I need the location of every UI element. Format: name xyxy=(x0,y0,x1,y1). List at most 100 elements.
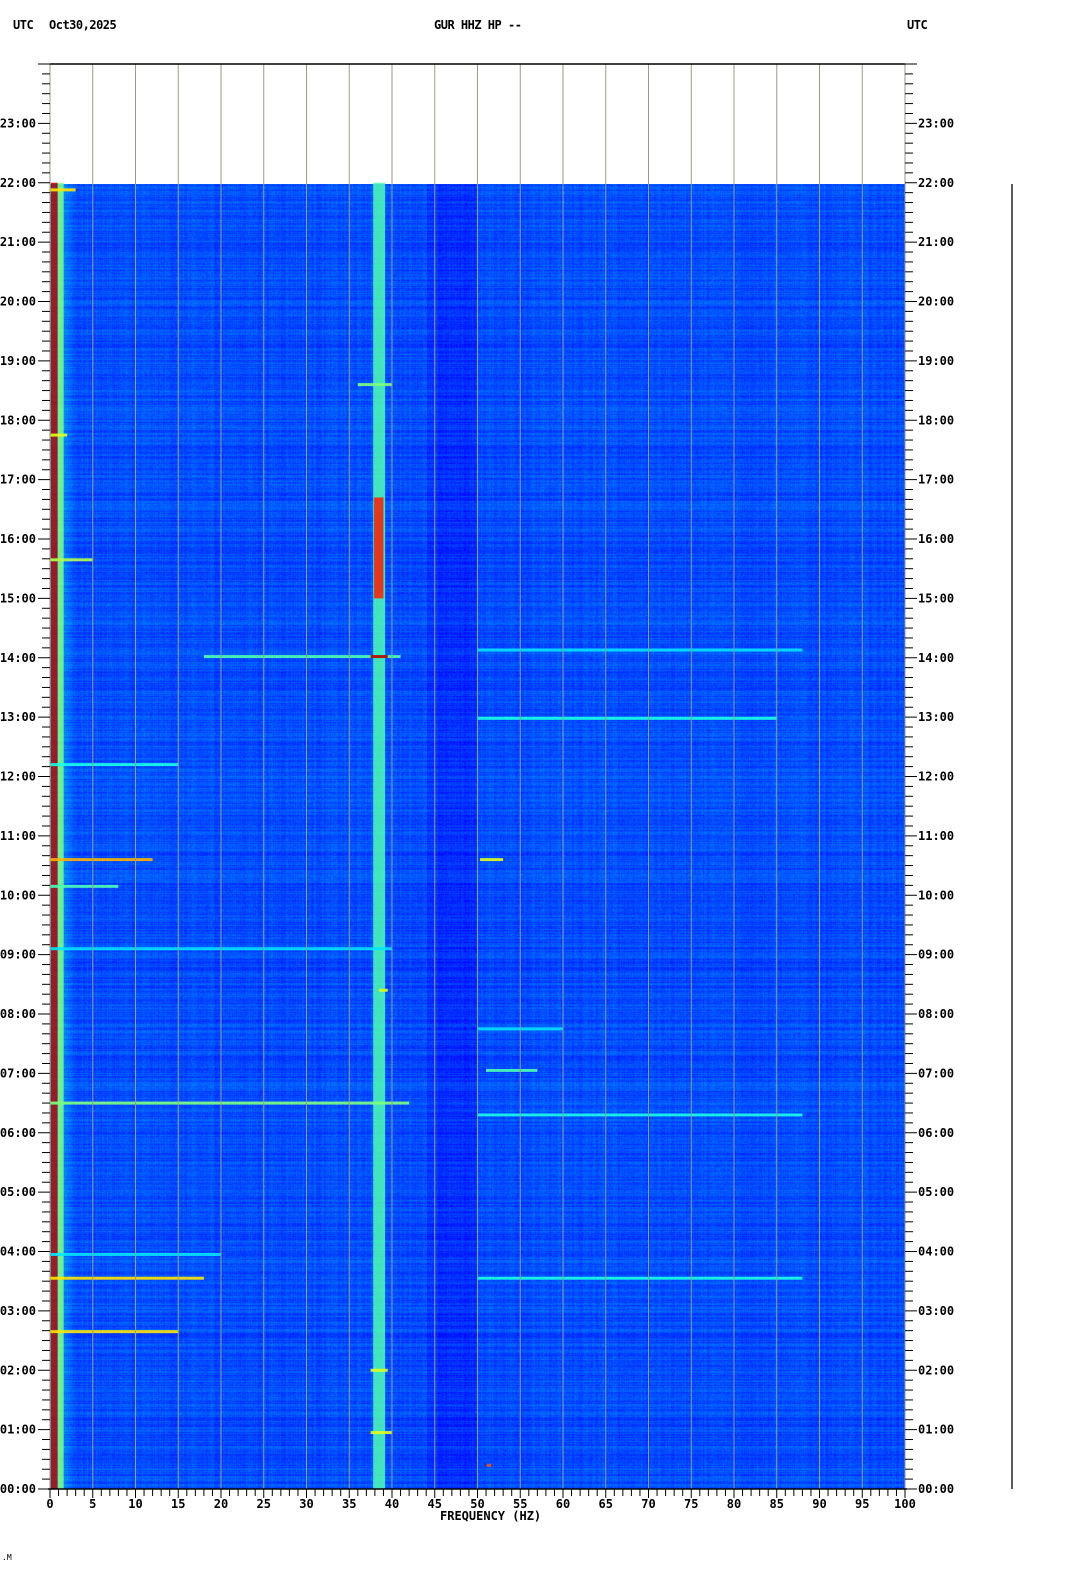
x-tick-label: 30 xyxy=(299,1497,313,1511)
spectral-event xyxy=(477,1276,803,1280)
y-tick-label-right: 21:00 xyxy=(918,235,954,249)
spectral-event xyxy=(50,433,68,437)
y-tick-label-right: 08:00 xyxy=(918,1007,954,1021)
left-timezone-label: UTC xyxy=(13,18,34,32)
y-tick-label-left: 18:00 xyxy=(0,413,36,427)
corner-mark: .M xyxy=(2,1553,12,1562)
date-label: Oct30,2025 xyxy=(49,18,117,32)
x-tick-label: 40 xyxy=(385,1497,399,1511)
spectral-event xyxy=(50,1276,204,1280)
persistent-spectral-line xyxy=(374,497,384,599)
y-tick-label-left: 00:00 xyxy=(0,1482,36,1496)
spectral-event xyxy=(50,188,76,192)
spectral-event xyxy=(50,1330,179,1334)
y-tick-label-right: 00:00 xyxy=(918,1482,954,1496)
y-tick-label-right: 02:00 xyxy=(918,1363,954,1377)
spectral-event xyxy=(486,1068,538,1072)
x-tick-label: 100 xyxy=(894,1497,916,1511)
y-tick-label-right: 14:00 xyxy=(918,651,954,665)
y-tick-label-left: 17:00 xyxy=(0,473,36,487)
x-tick-label: 75 xyxy=(684,1497,698,1511)
y-tick-label-left: 10:00 xyxy=(0,888,36,902)
x-tick-label: 50 xyxy=(470,1497,484,1511)
persistent-spectral-line xyxy=(373,182,386,1489)
y-tick-label-right: 18:00 xyxy=(918,413,954,427)
x-tick-label: 0 xyxy=(46,1497,53,1511)
y-tick-label-left: 19:00 xyxy=(0,354,36,368)
spectral-event xyxy=(370,1368,388,1372)
spectral-features xyxy=(50,182,803,1489)
persistent-spectral-line xyxy=(57,182,64,1489)
x-tick-label: 65 xyxy=(599,1497,613,1511)
y-tick-label-left: 23:00 xyxy=(0,116,36,130)
spectral-event xyxy=(50,884,119,888)
y-tick-label-left: 13:00 xyxy=(0,710,36,724)
spectral-event xyxy=(370,1431,392,1435)
spectral-event xyxy=(379,988,388,992)
spectral-event xyxy=(50,558,93,562)
y-tick-label-right: 16:00 xyxy=(918,532,954,546)
y-tick-label-left: 22:00 xyxy=(0,176,36,190)
x-tick-label: 60 xyxy=(556,1497,570,1511)
spectral-event xyxy=(357,383,392,387)
y-tick-label-right: 01:00 xyxy=(918,1423,954,1437)
right-timezone-label: UTC xyxy=(907,18,928,32)
y-tick-label-right: 13:00 xyxy=(918,710,954,724)
y-tick-label-right: 07:00 xyxy=(918,1066,954,1080)
y-tick-label-right: 11:00 xyxy=(918,829,954,843)
spectral-event xyxy=(370,655,388,659)
spectral-event xyxy=(477,648,803,652)
y-tick-label-left: 11:00 xyxy=(0,829,36,843)
y-tick-label-left: 20:00 xyxy=(0,295,36,309)
y-tick-label-left: 16:00 xyxy=(0,532,36,546)
x-tick-label: 15 xyxy=(171,1497,185,1511)
x-tick-label: 25 xyxy=(257,1497,271,1511)
y-tick-label-right: 15:00 xyxy=(918,591,954,605)
x-tick-label: 10 xyxy=(128,1497,142,1511)
x-tick-label: 85 xyxy=(770,1497,784,1511)
x-tick-label: 80 xyxy=(727,1497,741,1511)
y-tick-label-left: 03:00 xyxy=(0,1304,36,1318)
spectral-event xyxy=(50,763,179,767)
y-tick-label-right: 23:00 xyxy=(918,116,954,130)
y-tick-label-right: 05:00 xyxy=(918,1185,954,1199)
y-tick-label-left: 09:00 xyxy=(0,948,36,962)
y-tick-label-right: 22:00 xyxy=(918,176,954,190)
y-tick-label-right: 10:00 xyxy=(918,888,954,902)
spectral-event xyxy=(486,1463,492,1467)
y-tick-label-left: 02:00 xyxy=(0,1363,36,1377)
y-tick-label-left: 14:00 xyxy=(0,651,36,665)
spectral-event xyxy=(480,858,504,862)
y-tick-label-left: 12:00 xyxy=(0,770,36,784)
spectral-event xyxy=(477,716,777,720)
spectral-event xyxy=(50,1101,410,1105)
y-tick-label-left: 06:00 xyxy=(0,1126,36,1140)
y-tick-label-left: 01:00 xyxy=(0,1423,36,1437)
y-tick-label-left: 04:00 xyxy=(0,1245,36,1259)
y-tick-label-right: 06:00 xyxy=(918,1126,954,1140)
y-tick-label-right: 12:00 xyxy=(918,770,954,784)
y-tick-label-right: 20:00 xyxy=(918,295,954,309)
x-tick-label: 55 xyxy=(513,1497,527,1511)
axes: 0 5 10 15 20 25 30 35 40 45 50 55 60 65 70 75 80 85 90 95 10… xyxy=(0,63,954,1511)
x-tick-label: 45 xyxy=(428,1497,442,1511)
x-tick-label: 70 xyxy=(641,1497,655,1511)
y-tick-label-left: 15:00 xyxy=(0,591,36,605)
y-tick-label-left: 07:00 xyxy=(0,1066,36,1080)
y-tick-label-left: 08:00 xyxy=(0,1007,36,1021)
y-tick-label-left: 21:00 xyxy=(0,235,36,249)
x-tick-label: 95 xyxy=(855,1497,869,1511)
spectral-event xyxy=(477,1113,803,1117)
y-tick-label-left: 05:00 xyxy=(0,1185,36,1199)
persistent-spectral-line xyxy=(50,182,58,1489)
y-tick-label-right: 19:00 xyxy=(918,354,954,368)
frequency-gridlines xyxy=(49,64,906,1489)
x-tick-label: 5 xyxy=(89,1497,96,1511)
x-tick-label: 20 xyxy=(214,1497,228,1511)
x-axis-label: FREQUENCY (HZ) xyxy=(440,1509,541,1523)
y-tick-label-right: 04:00 xyxy=(918,1245,954,1259)
y-tick-label-right: 03:00 xyxy=(918,1304,954,1318)
x-tick-label: 90 xyxy=(812,1497,826,1511)
y-tick-label-right: 17:00 xyxy=(918,473,954,487)
